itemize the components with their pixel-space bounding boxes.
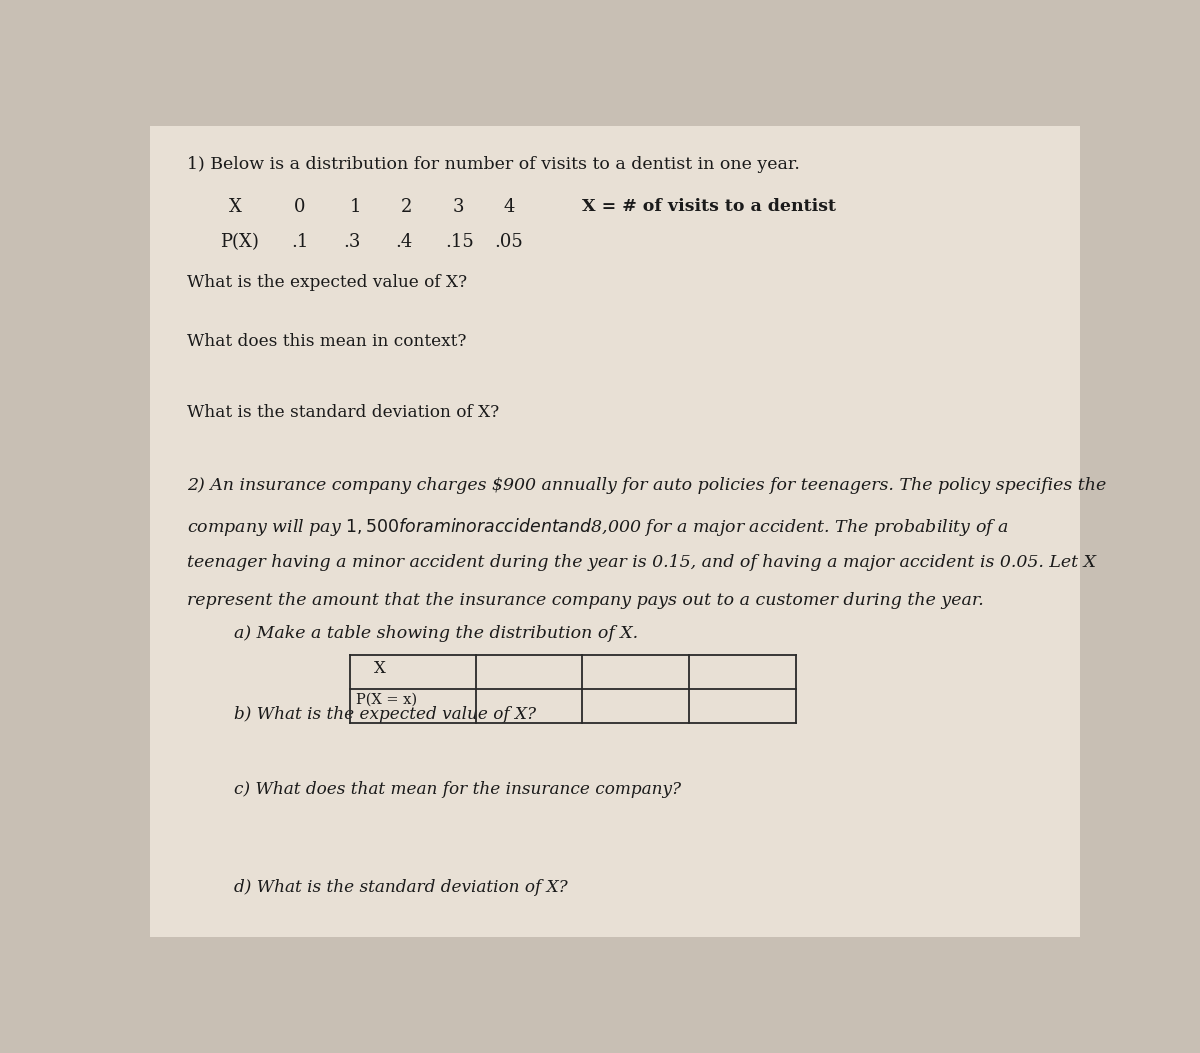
Text: a) Make a table showing the distribution of X.: a) Make a table showing the distribution… [234,625,638,642]
Text: What is the standard deviation of X?: What is the standard deviation of X? [187,403,499,420]
Text: 2) An insurance company charges $900 annually for auto policies for teenagers. T: 2) An insurance company charges $900 ann… [187,477,1106,495]
Text: teenager having a minor accident during the year is 0.15, and of having a major : teenager having a minor accident during … [187,554,1097,571]
Text: P(X): P(X) [220,234,259,252]
Text: X = # of visits to a dentist: X = # of visits to a dentist [582,198,836,215]
Text: represent the amount that the insurance company pays out to a customer during th: represent the amount that the insurance … [187,592,984,609]
Text: 1) Below is a distribution for number of visits to a dentist in one year.: 1) Below is a distribution for number of… [187,156,800,174]
Text: d) What is the standard deviation of X?: d) What is the standard deviation of X? [234,879,568,896]
Text: b) What is the expected value of X?: b) What is the expected value of X? [234,707,535,723]
Text: .3: .3 [343,234,361,252]
Text: company will pay $1,500 for a minor accident and $8,000 for a major accident. Th: company will pay $1,500 for a minor acci… [187,516,1009,537]
Text: 3: 3 [452,198,463,216]
Text: What is the expected value of X?: What is the expected value of X? [187,274,467,291]
Text: P(X = x): P(X = x) [355,693,416,708]
Text: .05: .05 [494,234,523,252]
Text: .4: .4 [396,234,413,252]
Text: .15: .15 [445,234,474,252]
Text: What does this mean in context?: What does this mean in context? [187,333,467,350]
Text: 2: 2 [401,198,413,216]
Text: c) What does that mean for the insurance company?: c) What does that mean for the insurance… [234,780,680,798]
Text: 0: 0 [294,198,306,216]
Text: .1: .1 [292,234,308,252]
Text: 4: 4 [504,198,515,216]
Text: X: X [373,660,385,677]
Text: 1: 1 [350,198,361,216]
Text: X: X [229,198,242,216]
